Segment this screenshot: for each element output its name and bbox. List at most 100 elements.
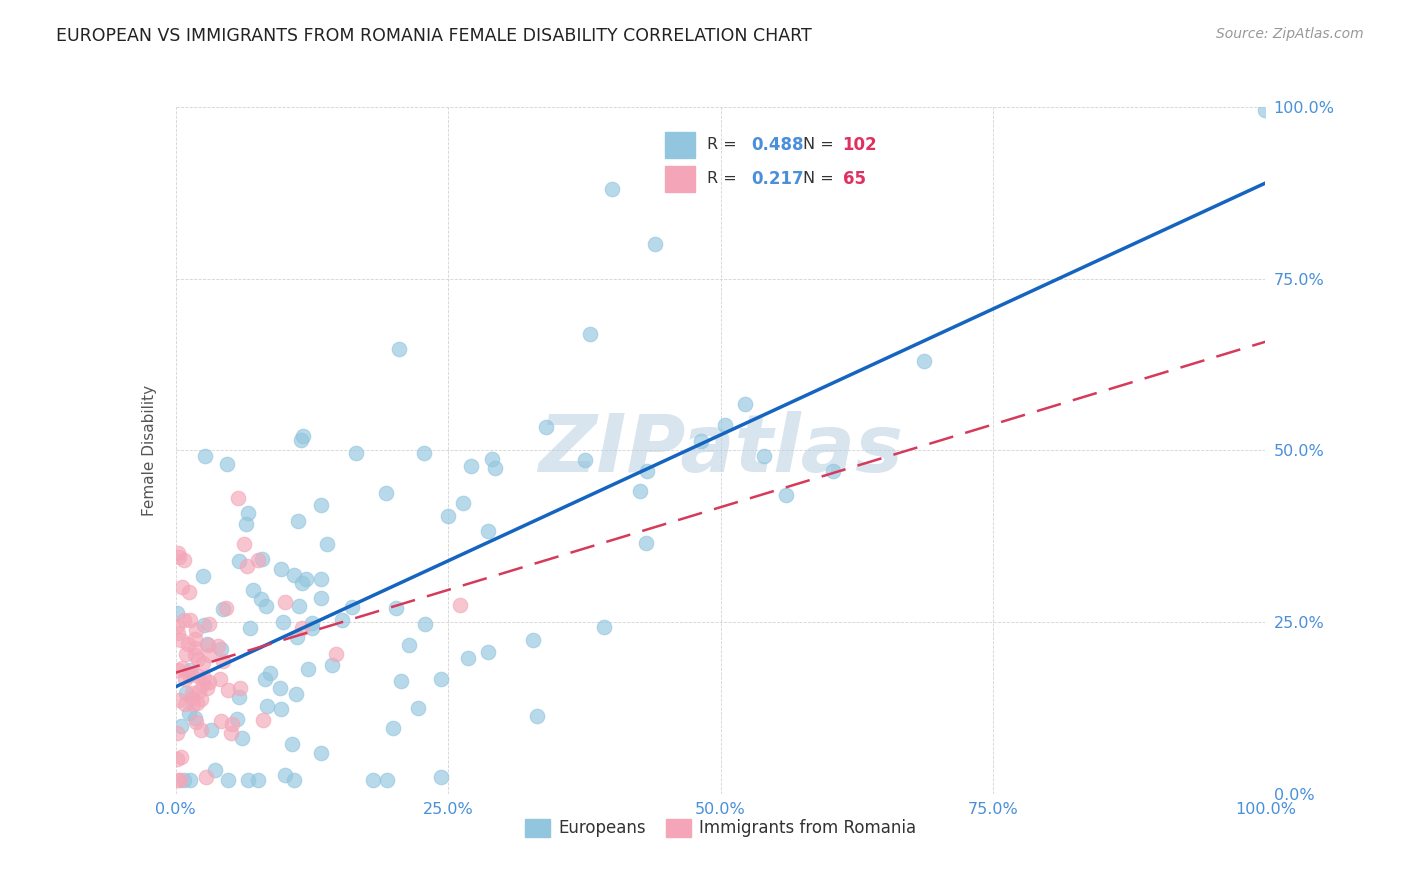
Point — [332, 613, 354, 627]
Point — [636, 464, 658, 478]
Text: 102: 102 — [842, 136, 877, 154]
Point — [273, 595, 295, 609]
Point — [628, 484, 651, 499]
Point — [166, 606, 188, 620]
Point — [209, 642, 232, 657]
Point — [247, 553, 270, 567]
Point — [579, 326, 602, 341]
Point — [259, 665, 281, 680]
FancyBboxPatch shape — [665, 166, 695, 193]
Point — [325, 648, 347, 662]
Point — [713, 418, 735, 433]
Point — [173, 553, 195, 567]
Point — [211, 602, 233, 616]
Point — [477, 524, 499, 539]
Point — [256, 599, 278, 614]
Point — [198, 648, 221, 662]
Point — [413, 616, 436, 631]
Point — [274, 768, 297, 782]
Point — [451, 496, 474, 510]
Point — [228, 690, 250, 705]
Point — [221, 717, 243, 731]
Point — [174, 647, 197, 661]
Point — [183, 640, 205, 655]
Point — [179, 667, 201, 681]
Point — [173, 613, 195, 627]
Point — [166, 626, 188, 640]
Point — [398, 638, 420, 652]
Point — [180, 667, 202, 681]
Point — [184, 632, 207, 646]
Point — [170, 581, 193, 595]
Point — [198, 617, 221, 632]
Point — [481, 451, 503, 466]
Point — [361, 773, 384, 788]
Point — [344, 446, 367, 460]
Point — [340, 600, 363, 615]
Point — [167, 546, 190, 561]
Y-axis label: Female Disability: Female Disability — [142, 384, 157, 516]
Point — [430, 673, 453, 687]
Point — [823, 464, 845, 478]
Point — [169, 773, 191, 788]
Point — [167, 663, 190, 677]
Text: N =: N = — [803, 171, 834, 186]
Point — [207, 640, 229, 654]
Legend: Europeans, Immigrants from Romania: Europeans, Immigrants from Romania — [519, 812, 922, 844]
Point — [184, 648, 207, 663]
Point — [285, 630, 308, 644]
Point — [236, 559, 259, 574]
Point — [309, 572, 332, 586]
Point — [166, 726, 188, 740]
Point — [269, 681, 291, 696]
Point — [190, 692, 212, 706]
Point — [166, 619, 188, 633]
Point — [593, 620, 616, 634]
Point — [291, 576, 314, 591]
Point — [252, 714, 274, 728]
Point — [179, 663, 201, 677]
Text: N =: N = — [803, 137, 834, 153]
Point — [288, 599, 311, 614]
Point — [194, 450, 217, 464]
Point — [176, 686, 198, 700]
Point — [644, 237, 666, 252]
Point — [574, 453, 596, 467]
Point — [166, 773, 188, 788]
Text: ZIPatlas: ZIPatlas — [538, 411, 903, 490]
Point — [449, 599, 471, 613]
Point — [242, 582, 264, 597]
Text: 0.488: 0.488 — [751, 136, 804, 154]
Point — [170, 750, 193, 764]
Point — [186, 696, 208, 710]
Text: R =: R = — [707, 171, 737, 186]
Point — [1254, 103, 1277, 118]
Point — [252, 552, 274, 566]
Point — [437, 508, 460, 523]
Point — [316, 536, 339, 550]
Point — [217, 458, 239, 472]
Point — [311, 746, 333, 760]
Point — [179, 614, 201, 628]
Point — [256, 699, 278, 714]
Point — [600, 182, 623, 196]
Point — [270, 702, 292, 716]
Point — [173, 773, 195, 788]
Point — [177, 637, 200, 651]
Point — [193, 568, 215, 582]
Point — [283, 773, 305, 788]
Point — [522, 633, 544, 648]
Point — [385, 601, 408, 615]
Point — [191, 676, 214, 690]
Point — [291, 622, 314, 636]
Point — [235, 516, 257, 531]
Point — [193, 671, 215, 685]
Point — [283, 568, 305, 582]
Point — [297, 662, 319, 676]
Point — [254, 673, 277, 687]
Point — [179, 706, 201, 720]
Point — [292, 429, 315, 443]
Point — [217, 773, 239, 788]
Point — [233, 537, 256, 551]
Point — [170, 632, 193, 647]
